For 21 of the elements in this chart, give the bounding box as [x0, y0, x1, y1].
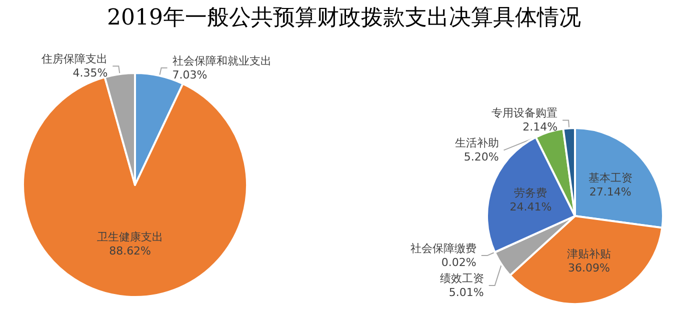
data-label: 5.01% — [448, 286, 484, 300]
data-label: 27.14% — [589, 186, 632, 199]
slice-label: 住房保障支出 — [42, 52, 108, 66]
data-label: 7.03% — [172, 68, 208, 82]
data-label: 2.14% — [522, 120, 558, 134]
data-label: 4.35% — [72, 66, 108, 80]
data-label: 88.62% — [109, 244, 152, 258]
slice-label: 津贴补贴 — [567, 247, 612, 260]
slice-label: 专用设备购置 — [492, 106, 558, 120]
data-label: 0.02% — [441, 256, 476, 270]
text: 2019年一般公共预算财政拨款支出决算具体情况 — [107, 6, 581, 30]
slice-label: 基本工资 — [588, 172, 632, 185]
slice-label: 社会保障和就业支出 — [172, 54, 272, 68]
data-label: 24.41% — [510, 200, 552, 214]
slice-label: 绩效工资 — [440, 272, 484, 286]
slice-label: 劳务费 — [514, 186, 548, 200]
slice-label: 社会保障缴费 — [410, 242, 476, 256]
slice-label: 卫生健康支出 — [97, 230, 164, 244]
data-label: 36.09% — [568, 261, 610, 274]
slice-label: 生活补助 — [454, 136, 499, 150]
data-label: 5.20% — [464, 150, 499, 164]
